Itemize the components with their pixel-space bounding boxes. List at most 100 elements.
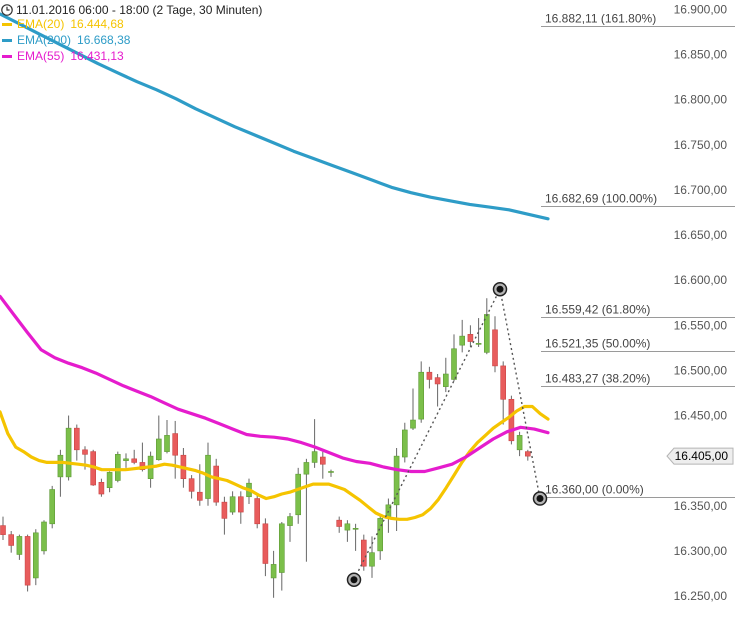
- candle-body-down: [213, 465, 219, 503]
- candle-body-up: [369, 552, 375, 567]
- legend-name: EMA(200): [17, 33, 71, 47]
- zigzag-point-center: [536, 495, 544, 503]
- candle-body-down: [98, 481, 105, 495]
- zigzag-point-center: [496, 285, 504, 293]
- candle-body-down: [492, 329, 498, 367]
- candle-body-up: [164, 435, 170, 452]
- candle-body-up: [278, 523, 285, 573]
- candle-body-up: [328, 471, 334, 473]
- candle-body-up: [32, 532, 39, 579]
- fib-level-label: 16.882,11 (161.80%): [545, 12, 656, 26]
- candle-body-up: [516, 435, 523, 451]
- candle-body-up: [156, 438, 162, 461]
- candle-body-up: [270, 564, 277, 579]
- price-marker-box: [666, 447, 734, 465]
- candle-body-down: [524, 451, 531, 457]
- y-tick-label: 16.850,00: [674, 48, 728, 62]
- y-tick-label: 16.750,00: [674, 138, 728, 152]
- clock-icon: [1, 4, 13, 16]
- y-tick-label: 16.700,00: [674, 183, 728, 197]
- candle-body-down: [336, 519, 343, 527]
- candle-body-up: [49, 489, 56, 525]
- candle-body-up: [16, 536, 23, 555]
- y-tick-label: 16.300,00: [674, 544, 728, 558]
- candle-body-up: [410, 419, 416, 429]
- candle-body-down: [238, 496, 244, 513]
- candle-body-down: [188, 478, 195, 492]
- candle-body-down: [131, 458, 137, 463]
- y-tick-label: 16.250,00: [674, 589, 728, 603]
- candle-body-up: [229, 496, 236, 513]
- price-marker-label: 16.405,00: [675, 449, 729, 463]
- candle-body-up: [459, 335, 466, 346]
- candle-body-down: [467, 334, 474, 342]
- candle-body-down: [197, 491, 203, 501]
- candle-body-up: [123, 458, 129, 461]
- legend-value: 16.444,68: [70, 17, 124, 31]
- legend-value: 16.431,13: [70, 49, 124, 63]
- legend-swatch: [2, 39, 12, 42]
- candle-body-down: [74, 427, 80, 451]
- fibonacci-levels: 16.882,11 (161.80%) 16.682,69 (100.00%) 16…: [541, 12, 735, 498]
- y-tick-label: 16.450,00: [674, 409, 728, 423]
- ema-line-ema20: [0, 404, 550, 521]
- legend-name: EMA(55): [17, 49, 64, 63]
- y-tick-label: 16.650,00: [674, 228, 728, 242]
- candle-body-up: [295, 473, 302, 516]
- fib-level-label: 16.360,00 (0.00%): [545, 483, 644, 497]
- candle-body-up: [41, 521, 47, 552]
- candle-body-up: [418, 371, 425, 420]
- legend-value: 16.668,38: [77, 33, 131, 47]
- candle-body-up: [401, 429, 408, 458]
- y-tick-label: 16.800,00: [674, 93, 728, 107]
- y-tick-label: 16.900,00: [674, 3, 728, 17]
- candle-body-down: [262, 523, 269, 564]
- candle-body-down: [0, 525, 6, 535]
- candle-body-up: [344, 523, 351, 531]
- legend-swatch: [2, 23, 12, 26]
- candle-body-down: [500, 365, 507, 400]
- chart-title: 11.01.2016 06:00 - 18:00 (2 Tage, 30 Min…: [16, 3, 262, 17]
- candle-body-up: [442, 373, 449, 387]
- candle-body-down: [24, 536, 31, 586]
- y-tick-label: 16.500,00: [674, 363, 728, 377]
- y-tick-label: 16.600,00: [674, 273, 728, 287]
- ema-line-ema55: [0, 294, 550, 474]
- candle-body-up: [57, 454, 64, 478]
- candle-body-up: [352, 528, 359, 530]
- candle-body-down: [254, 498, 260, 525]
- chart-header: 11.01.2016 06:00 - 18:00 (2 Tage, 30 Min…: [1, 3, 262, 17]
- legend: EMA(20) 16.444,68 EMA(200) 16.668,38 EMA(55)…: [2, 17, 131, 63]
- ema-line-ema200: [0, 12, 550, 221]
- candle-body-down: [426, 371, 433, 380]
- candle-body-up: [377, 518, 384, 552]
- current-price-marker: 16.405,00: [666, 447, 734, 465]
- candlestick-series: [0, 298, 531, 598]
- candle-body-up: [115, 454, 121, 481]
- candle-body-down: [434, 377, 441, 385]
- candle-body-up: [393, 455, 400, 506]
- ema-series: [0, 12, 550, 521]
- candle-body-down: [221, 501, 228, 519]
- candle-body-up: [451, 348, 457, 380]
- fib-level-label: 16.521,35 (50.00%): [545, 337, 650, 351]
- candle-body-down: [82, 449, 88, 455]
- candle-body-down: [8, 534, 14, 546]
- fib-level-label: 16.483,27 (38.20%): [545, 372, 650, 386]
- candle-body-up: [65, 427, 72, 478]
- fib-level-label: 16.682,69 (100.00%): [545, 192, 657, 206]
- candle-body-down: [360, 539, 367, 567]
- fib-level-label: 16.559,42 (61.80%): [545, 303, 650, 317]
- candle-body-down: [172, 433, 178, 456]
- zigzag-pattern: [346, 281, 548, 587]
- candle-body-up: [311, 451, 318, 463]
- candle-body-down: [319, 456, 326, 465]
- zigzag-point-center: [350, 576, 358, 584]
- legend-name: EMA(20): [17, 17, 64, 31]
- y-axis-ticks: 16.900,00 16.850,00 16.800,00 16.750,00 16.7…: [674, 3, 728, 603]
- candle-body-down: [508, 398, 515, 442]
- candle-body-up: [303, 462, 310, 475]
- candle-body-up: [475, 343, 482, 345]
- candle-body-up: [106, 472, 113, 489]
